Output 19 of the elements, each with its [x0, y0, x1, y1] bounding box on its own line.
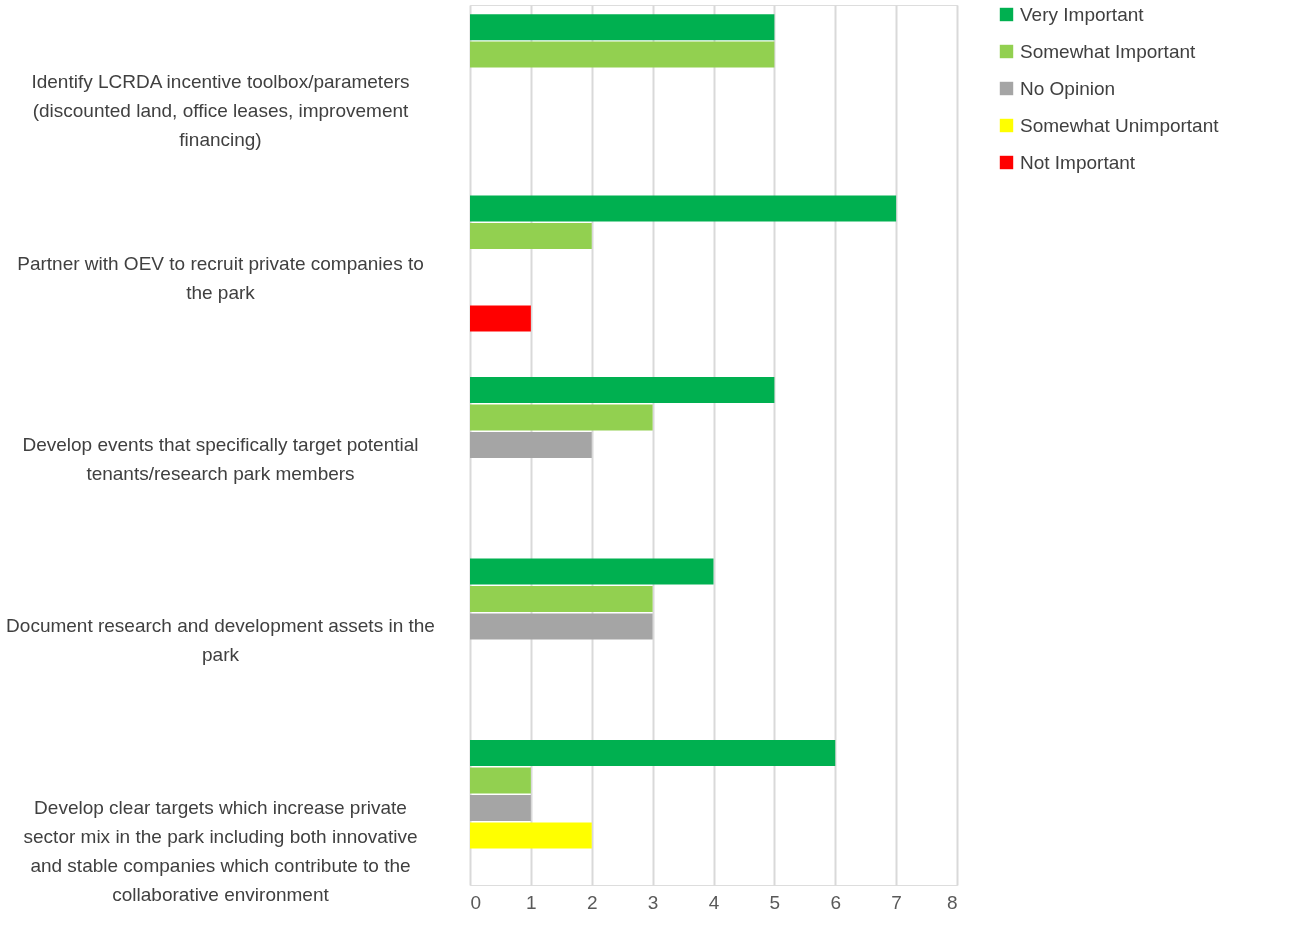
legend-label: Somewhat Important — [1020, 40, 1197, 62]
y-tick-label: Document research and development assets in the park — [6, 615, 435, 666]
x-tick-label: 2 — [586, 891, 598, 913]
x-tick-label: 1 — [526, 891, 537, 913]
x-tick-label: 3 — [647, 891, 659, 913]
legend-label: Not Important — [1020, 151, 1136, 173]
y-tick-label: Develop events that specifically target potential tenants/research park members — [22, 434, 419, 484]
legend-label: Very Important — [1020, 3, 1145, 25]
y-tick-label: Partner with OEV to recruit private companies to the park — [17, 252, 424, 303]
x-tick-label: 0 — [470, 891, 482, 913]
legend-label: No Opinion — [1020, 77, 1116, 99]
x-tick-label: 7 — [891, 891, 902, 913]
x-tick-label: 5 — [769, 891, 781, 913]
y-tick-label: Identify LCRDA incentive toolbox/parameters (discounted land, office leases, improvement financing) — [31, 71, 410, 151]
legend-label: Somewhat Unimportant — [1020, 114, 1220, 136]
x-tick-label: 4 — [708, 891, 720, 913]
x-tick-label: 6 — [830, 891, 842, 913]
x-tick-label: 8 — [946, 891, 958, 913]
y-tick-label: Develop clear targets which increase private sector mix in the park including both innovative and stable companies which contribute to the collaborative environment — [23, 796, 418, 905]
